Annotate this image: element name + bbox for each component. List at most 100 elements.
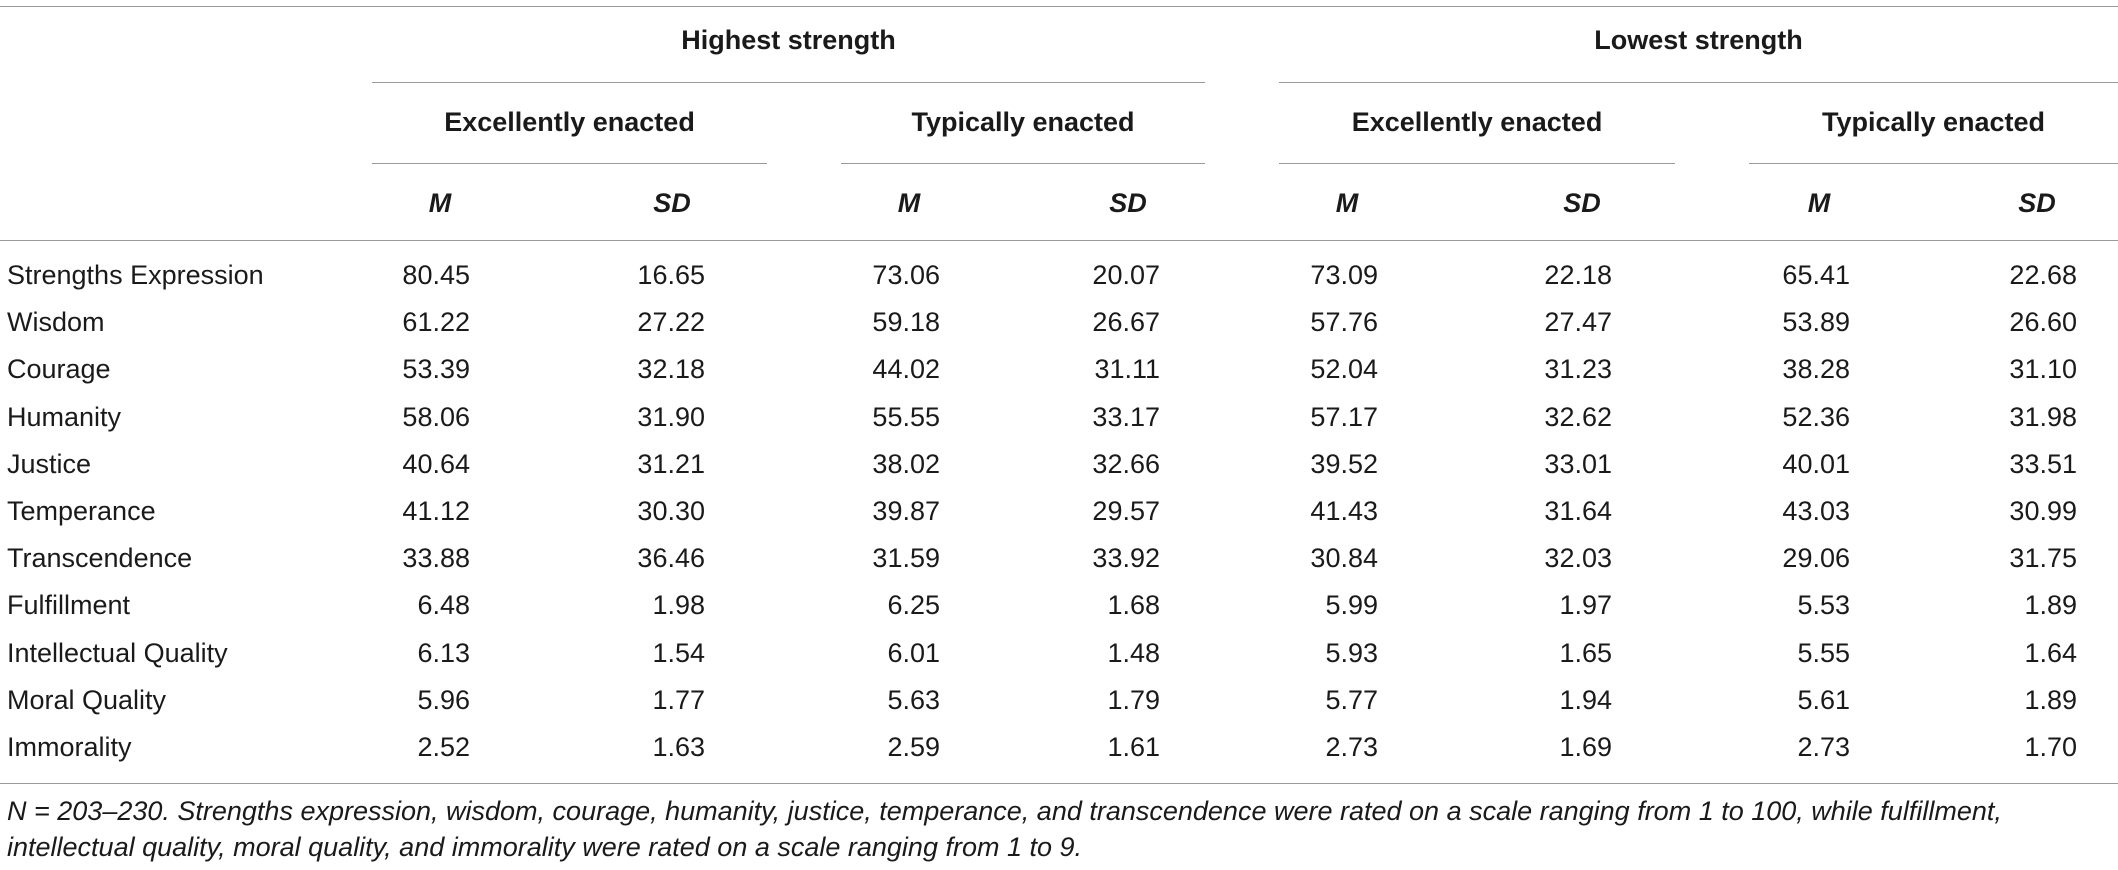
row-label: Moral Quality (7, 684, 167, 715)
table-cell: 6.48 (417, 590, 470, 621)
subgroup-rule-lowest-typical (1749, 163, 2118, 164)
table-cell: 1.79 (1107, 684, 1160, 715)
stat-header-m: M (1335, 188, 1359, 218)
table-cell: 65.41 (1782, 260, 1850, 290)
table-cell: 1.54 (652, 637, 705, 668)
table-cell: 5.77 (1325, 684, 1378, 715)
table-footnote: N = 203–230. Strengths expression, wisdo… (7, 796, 2002, 862)
group-rule-lowest (1279, 82, 2118, 83)
header-bottom-rule (0, 240, 2118, 241)
row-label: Courage (7, 354, 111, 385)
row-label: Immorality (7, 732, 132, 762)
table-cell: 31.64 (1544, 496, 1612, 526)
table-cell: 31.75 (2009, 543, 2077, 574)
table-cell: 1.97 (1559, 590, 1612, 621)
table-cell: 1.68 (1107, 590, 1160, 621)
table-cell: 31.90 (637, 401, 705, 432)
table-cell: 33.51 (2009, 448, 2077, 479)
table-cell: 41.12 (402, 496, 470, 526)
table-cell: 36.46 (637, 543, 705, 574)
table-cell: 22.18 (1544, 260, 1612, 290)
table-cell: 55.55 (872, 401, 940, 432)
table-cell: 1.61 (1107, 732, 1160, 762)
table-cell: 73.06 (872, 260, 940, 290)
table-cell: 73.09 (1310, 260, 1378, 290)
table-cell: 53.39 (402, 354, 470, 385)
table-cell: 30.99 (2009, 496, 2077, 526)
subgroup-header: Typically enacted (911, 107, 1135, 137)
table-cell: 31.21 (637, 448, 705, 479)
table-cell: 29.57 (1092, 496, 1160, 526)
row-label: Intellectual Quality (7, 637, 228, 668)
table-cell: 38.02 (872, 448, 940, 479)
stat-header-m: M (1807, 188, 1831, 218)
subgroup-header: Typically enacted (1821, 107, 2046, 137)
table-cell: 31.98 (2009, 401, 2077, 432)
table-cell: 5.96 (417, 684, 470, 715)
table-cell: 44.02 (872, 354, 940, 385)
table-cell: 26.60 (2009, 307, 2077, 338)
table-cell: 1.89 (2024, 684, 2077, 715)
table-cell: 33.92 (1092, 543, 1160, 574)
subgroup-header: Excellently enacted (1351, 107, 1603, 137)
table-cell: 1.94 (1559, 684, 1612, 715)
group-header-highest: Highest strength (681, 25, 896, 55)
table-cell: 30.30 (637, 496, 705, 526)
table-cell: 40.01 (1782, 448, 1850, 479)
table-cell: 80.45 (402, 260, 470, 290)
table-cell: 5.61 (1797, 684, 1850, 715)
row-label: Wisdom (7, 307, 105, 338)
table-cell: 6.01 (887, 637, 940, 668)
table-cell: 58.06 (402, 401, 470, 432)
table-cell: 2.59 (887, 732, 940, 762)
table-cell: 33.17 (1092, 401, 1160, 432)
table-cell: 5.55 (1797, 637, 1850, 668)
table-cell: 20.07 (1092, 260, 1160, 290)
table-cell: 41.43 (1310, 496, 1378, 526)
table-cell: 27.22 (637, 307, 705, 338)
table-cell: 39.87 (872, 496, 940, 526)
table-cell: 5.99 (1325, 590, 1378, 621)
table-cell: 1.65 (1559, 637, 1612, 668)
subgroup-rule-highest-excellent (372, 163, 767, 164)
table-cell: 32.03 (1544, 543, 1612, 574)
row-label: Strengths Expression (7, 260, 264, 290)
table-cell: 57.76 (1310, 307, 1378, 338)
table-cell: 1.64 (2024, 637, 2077, 668)
table-cell: 31.23 (1544, 354, 1612, 385)
table-cell: 2.73 (1797, 732, 1850, 762)
table-cell: 5.63 (887, 684, 940, 715)
group-rule-highest (372, 82, 1205, 83)
stat-header-m: M (428, 188, 452, 218)
table-cell: 32.18 (637, 354, 705, 385)
table-cell: 1.69 (1559, 732, 1612, 762)
stat-header-sd: SD (1563, 188, 1601, 218)
table-cell: 6.13 (417, 637, 470, 668)
table-cell: 32.66 (1092, 448, 1160, 479)
table-cell: 26.67 (1092, 307, 1160, 338)
stat-header-m: M (897, 188, 921, 218)
table-cell: 2.73 (1325, 732, 1378, 762)
table-cell: 61.22 (402, 307, 470, 338)
table-cell: 1.98 (652, 590, 705, 621)
table-cell: 5.53 (1797, 590, 1850, 621)
table-cell: 1.63 (652, 732, 705, 762)
table-cell: 2.52 (417, 732, 470, 762)
table-cell: 6.25 (887, 590, 940, 621)
table-cell: 27.47 (1544, 307, 1612, 338)
body-bottom-rule (0, 783, 2118, 784)
table-cell: 31.10 (2009, 354, 2077, 385)
stat-header-sd: SD (2018, 188, 2056, 218)
table-cell: 30.84 (1310, 543, 1378, 574)
stat-header-sd: SD (1109, 188, 1147, 218)
row-label: Transcendence (7, 543, 193, 574)
group-header-lowest: Lowest strength (1594, 25, 1803, 55)
row-label: Fulfillment (7, 590, 131, 621)
table-cell: 52.04 (1310, 354, 1378, 385)
table-cell: 33.88 (402, 543, 470, 574)
table-cell: 39.52 (1310, 448, 1378, 479)
table-cell: 22.68 (2009, 260, 2077, 290)
row-label: Temperance (7, 496, 156, 526)
table-cell: 16.65 (637, 260, 705, 290)
table-cell: 38.28 (1782, 354, 1850, 385)
